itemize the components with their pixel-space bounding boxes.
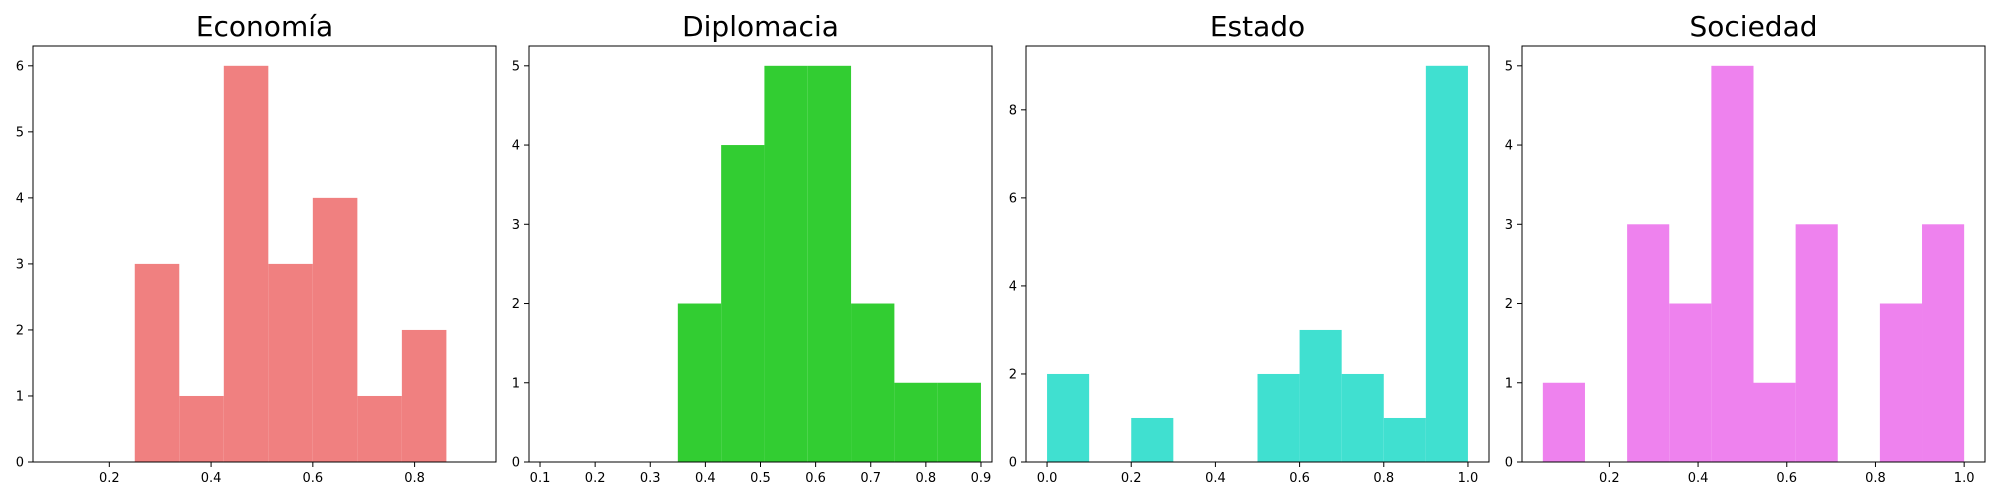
x-tick-label: 0.6 (1776, 471, 1797, 486)
histogram-bar (937, 382, 981, 462)
x-tick-label: 0.2 (99, 471, 120, 486)
y-tick-label: 4 (512, 139, 520, 154)
histogram-bar (1425, 65, 1468, 462)
histogram-bar (179, 395, 224, 462)
y-tick-label: 0 (16, 456, 24, 471)
y-tick-label: 0 (1009, 456, 1017, 471)
x-tick-label: 0.8 (1373, 471, 1394, 486)
histogram-bar (1299, 329, 1342, 462)
x-tick-label: 0.7 (860, 471, 881, 486)
x-tick-label: 0.4 (1205, 471, 1226, 486)
histogram-bar (1047, 373, 1090, 462)
x-tick-label: 0.0 (1037, 471, 1058, 486)
y-tick-label: 3 (1505, 218, 1513, 233)
histogram-bar (357, 395, 402, 462)
histogram-bar (807, 65, 852, 462)
y-tick-label: 2 (16, 323, 24, 338)
y-tick-label: 8 (1009, 103, 1017, 118)
histogram-bar (312, 197, 358, 462)
axes-frame (1521, 45, 1986, 463)
x-tick-label: 0.6 (805, 471, 826, 486)
histogram-bar (223, 65, 269, 462)
x-tick-label: 1.0 (1458, 471, 1479, 486)
histogram-bar (1879, 303, 1923, 462)
histogram-bar (1753, 382, 1796, 462)
x-tick-label: 0.4 (201, 471, 222, 486)
x-tick-label: 0.4 (1688, 471, 1709, 486)
y-tick-label: 4 (1505, 139, 1513, 154)
histogram-bar (721, 145, 765, 463)
x-tick-label: 0.5 (750, 471, 771, 486)
x-tick-label: 0.9 (971, 471, 992, 486)
histogram-bar (1627, 224, 1670, 462)
x-tick-label: 0.1 (530, 471, 551, 486)
y-tick-label: 1 (1505, 376, 1513, 391)
y-tick-label: 5 (16, 125, 24, 140)
y-tick-label: 1 (512, 376, 520, 391)
x-tick-label: 0.2 (585, 471, 606, 486)
histogram-bar (851, 303, 895, 462)
y-tick-label: 4 (16, 191, 24, 206)
y-tick-label: 1 (16, 389, 24, 404)
x-tick-label: 0.2 (1599, 471, 1620, 486)
y-tick-label: 2 (1505, 297, 1513, 312)
x-tick-label: 0.6 (1289, 471, 1310, 486)
y-tick-label: 3 (512, 218, 520, 233)
chart-title: Sociedad (1689, 10, 1817, 43)
histogram-bar (1795, 224, 1838, 462)
x-tick-label: 0.2 (1121, 471, 1142, 486)
x-tick-label: 1.0 (1954, 471, 1975, 486)
histogram-bar (401, 329, 447, 462)
histogram-bar (677, 303, 722, 462)
x-tick-label: 0.4 (695, 471, 716, 486)
x-tick-label: 0.8 (1865, 471, 1886, 486)
chart-title: Economía (196, 10, 333, 43)
y-tick-label: 5 (1505, 59, 1513, 74)
y-tick-label: 2 (512, 297, 520, 312)
y-tick-label: 0 (512, 456, 520, 471)
x-tick-label: 0.3 (640, 471, 661, 486)
y-tick-label: 4 (1009, 279, 1017, 294)
y-tick-label: 0 (1505, 456, 1513, 471)
y-tick-label: 6 (16, 59, 24, 74)
axes-frame (1025, 45, 1490, 463)
histogram-bar (268, 263, 313, 462)
x-tick-label: 0.8 (404, 471, 425, 486)
y-tick-label: 5 (512, 59, 520, 74)
histogram-bar (1669, 303, 1712, 462)
histogram-bar (1131, 417, 1174, 462)
histogram-bar (1257, 373, 1300, 462)
axes-frame (32, 45, 497, 463)
histogram-bar (764, 65, 808, 462)
x-tick-label: 0.6 (302, 471, 323, 486)
histogram-bar (1711, 65, 1754, 462)
y-tick-label: 2 (1009, 367, 1017, 382)
x-tick-label: 0.8 (916, 471, 937, 486)
histogram-bar (894, 382, 938, 462)
histogram-bar (134, 263, 180, 462)
chart-title: Diplomacia (682, 10, 839, 43)
histogram-bar (1542, 382, 1585, 462)
y-tick-label: 3 (16, 257, 24, 272)
histogram-bar (1922, 224, 1965, 462)
y-tick-label: 6 (1009, 191, 1017, 206)
histogram-bar (1383, 417, 1426, 462)
histogram-bar (1341, 373, 1384, 462)
chart-title: Estado (1210, 10, 1305, 43)
